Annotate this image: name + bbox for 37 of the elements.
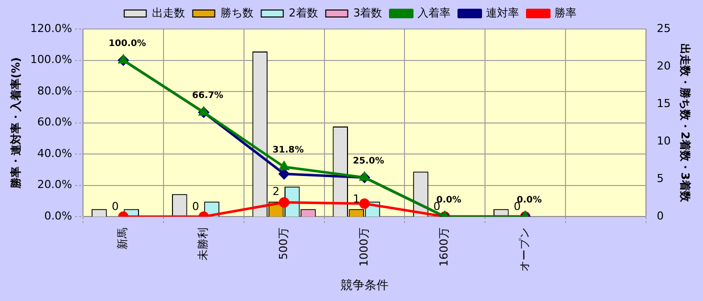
legend-label: 入着率	[418, 6, 451, 20]
data-label: 31.8%	[272, 146, 304, 156]
y2-axis-title: 出走数・勝ち数・2着数・3着数	[678, 44, 692, 203]
y-tick-label: 100.0%	[30, 53, 72, 66]
legend-label: 出走数	[152, 6, 185, 20]
y-tick-label: 120.0%	[30, 22, 72, 35]
data-label: 0	[192, 200, 200, 213]
x-tick-label: 1600万	[438, 228, 451, 267]
x-tick-label: 未勝利	[196, 228, 210, 261]
y2-tick-label: 5	[656, 172, 664, 185]
y-axis-title: 勝率・連対率・入着率(%)	[9, 57, 22, 190]
data-label: 2	[272, 184, 280, 198]
data-label: 1	[352, 192, 360, 206]
legend-label: 連対率	[486, 6, 520, 20]
data-label: 25.0%	[352, 156, 384, 166]
y-tick-label: 40.0%	[37, 146, 72, 160]
y-tick-label: 60.0%	[37, 116, 72, 129]
x-axis-title: 競争条件	[340, 278, 388, 292]
y2-tick-label: 10	[656, 134, 671, 148]
data-label: 66.7%	[192, 91, 224, 102]
y2-tick-label: 25	[656, 22, 671, 35]
legend-label: 2着数	[288, 6, 318, 20]
x-tick-label: オープン	[518, 228, 532, 272]
y-tick-label: 0.0%	[44, 209, 72, 222]
x-tick-label: 1000万	[357, 228, 370, 267]
data-label: 0	[112, 200, 119, 213]
y2-tick-label: 0	[656, 209, 664, 222]
y2-tick-label: 20	[656, 59, 671, 72]
legend-label: 勝ち数	[220, 6, 254, 20]
legend-label: 勝率	[554, 6, 577, 20]
x-tick-label: 新馬	[116, 228, 130, 250]
data-label: 100.0%	[108, 39, 146, 50]
y-tick-label: 20.0%	[37, 178, 72, 192]
y2-tick-label: 15	[656, 96, 671, 110]
y-tick-label: 80.0%	[37, 84, 72, 98]
x-tick-label: 500万	[276, 228, 290, 260]
legend-label: 3着数	[353, 6, 382, 20]
